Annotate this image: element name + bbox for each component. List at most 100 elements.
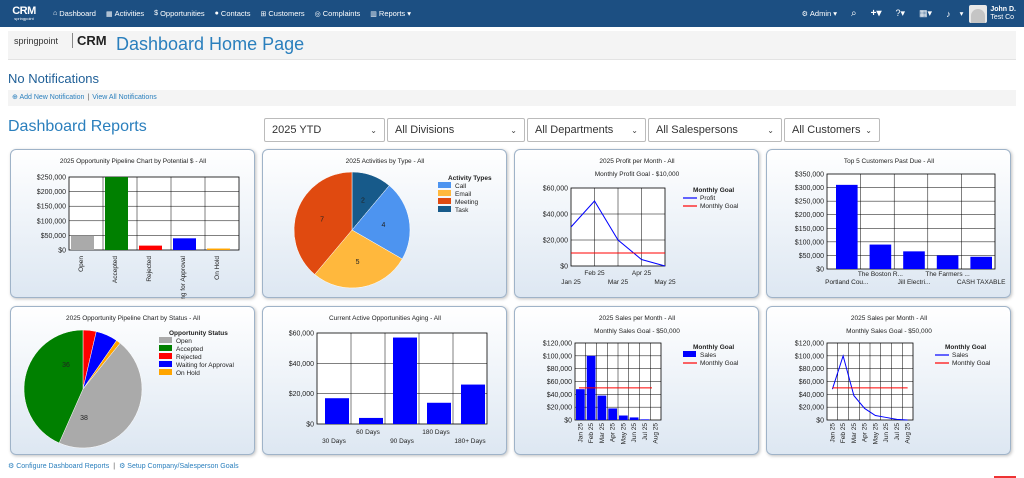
chart-card-pipeline-potential[interactable]: 2025 Opportunity Pipeline Chart by Poten… xyxy=(10,149,255,299)
nav-item-complaints[interactable]: ◎ Complaints xyxy=(310,0,366,27)
top-customers-y-tick: $100,000 xyxy=(795,239,824,246)
add-notification-label: Add New Notification xyxy=(19,94,85,101)
avatar[interactable] xyxy=(969,4,988,23)
notifications-bell[interactable]: ♪ xyxy=(939,0,958,27)
pipeline-potential-x-tick: Open xyxy=(78,256,85,272)
nav-item-dashboard[interactable]: ⌂ Dashboard xyxy=(48,0,101,27)
opportunities-aging-y-tick: $20,000 xyxy=(289,391,314,398)
pipeline-potential-x-tick: Waiting for Approval xyxy=(180,255,187,299)
sales-month-line-x-tick: Jun 25 xyxy=(883,423,890,443)
activities-type-slice-label: 7 xyxy=(320,217,324,224)
sales-month-line-y-tick: $60,000 xyxy=(799,379,824,386)
nav-item-label: Contacts xyxy=(220,9,251,18)
pipeline-status-legend-item: On Hold xyxy=(176,370,200,377)
sales-month-bar-legend-item: Sales xyxy=(700,352,717,359)
nav-item-reports[interactable]: ▥ Reports ▾ xyxy=(365,0,416,27)
chart-card-opportunities-aging[interactable]: Current Active Opportunities Aging - All… xyxy=(262,306,507,455)
top-customers-y-tick: $200,000 xyxy=(795,212,824,219)
nav-item-label: Activities xyxy=(114,9,145,18)
pipeline-status-legend-item: Rejected xyxy=(176,354,202,361)
top-customers-x-tick: The Boston R... xyxy=(858,271,903,278)
profit-month-x-tick: May 25 xyxy=(654,279,676,286)
sales-month-bar-y-tick: $100,000 xyxy=(543,353,572,360)
pipeline-potential-y-tick: $50,000 xyxy=(41,233,66,240)
sales-month-line-y-tick: $0 xyxy=(816,418,824,425)
nav-item-customers[interactable]: ⊞ Customers xyxy=(256,0,310,27)
opportunities-aging-x-tick: 30 Days xyxy=(322,438,347,445)
view-notifications-link[interactable]: View All Notifications xyxy=(92,94,157,101)
logo-subtext: springpoint xyxy=(14,16,34,21)
top-customers-bar xyxy=(903,251,925,269)
nav-item-activities[interactable]: ▦ Activities xyxy=(101,0,149,27)
period-select[interactable]: 2025 YTD ⌄ xyxy=(264,118,385,142)
calendar-menu[interactable]: ▦▾ xyxy=(912,0,939,27)
sales-month-line-x-tick: Jan 25 xyxy=(829,423,836,443)
sales-month-line-legend-item: Sales xyxy=(952,352,969,359)
pipeline-status-legend-item: Open xyxy=(176,338,192,345)
sales-month-bar-x-tick: Jan 25 xyxy=(577,423,584,443)
pipeline-potential-bar xyxy=(105,177,128,250)
add-menu[interactable]: +▾ xyxy=(864,0,889,27)
help-menu[interactable]: ?▾ xyxy=(889,0,913,27)
nav-item-opportunities[interactable]: $ Opportunities xyxy=(149,0,210,27)
pipeline-status-legend-swatch xyxy=(159,353,172,359)
chevron-down-icon: ⌄ xyxy=(510,125,517,135)
opportunities-aging-bar xyxy=(461,384,485,424)
activities-type-slice-call xyxy=(351,185,411,260)
pipeline-potential-plot-area xyxy=(68,176,240,251)
sales-month-line-x-tick: May 25 xyxy=(872,423,879,445)
chart-card-sales-month-bar[interactable]: 2025 Sales per Month - All Monthly Sales … xyxy=(514,306,759,455)
activities-type-legend-item: Task xyxy=(455,207,469,214)
nav-item-contacts[interactable]: ● Contacts xyxy=(210,0,256,27)
setup-goals-label: Setup Company/Salesperson Goals xyxy=(127,463,239,470)
chart-card-sales-month-line[interactable]: 2025 Sales per Month - All Monthly Sales … xyxy=(766,306,1011,455)
profit-month-legend-title: Monthly Goal xyxy=(693,187,734,194)
customer-select[interactable]: All Customers ⌄ xyxy=(784,118,880,142)
setup-goals-link[interactable]: ⚙ Setup Company/Salesperson Goals xyxy=(119,463,239,470)
pipeline-status-legend-title: Opportunity Status xyxy=(169,330,228,337)
crm-logo[interactable]: CRM springpoint xyxy=(0,0,48,27)
add-notification-link[interactable]: ⊕ Add New Notification xyxy=(12,94,84,101)
department-select[interactable]: All Departments ⌄ xyxy=(527,118,646,142)
activities-type-legend-swatch xyxy=(438,182,451,188)
salesperson-select[interactable]: All Salespersons ⌄ xyxy=(648,118,782,142)
opportunities-aging-bar xyxy=(427,402,451,424)
user-info[interactable]: John D. Test Co xyxy=(990,6,1024,22)
profit-month-x-tick: Apr 25 xyxy=(632,270,652,277)
period-select-value: 2025 YTD xyxy=(272,124,322,136)
configure-reports-link[interactable]: ⚙ Configure Dashboard Reports xyxy=(8,463,109,470)
search-button[interactable]: ⌕ xyxy=(844,0,864,27)
customer-select-value: All Customers xyxy=(792,124,861,136)
user-menu-caret[interactable]: ▾ xyxy=(958,0,966,27)
profit-month-y-tick: $60,000 xyxy=(543,186,568,193)
activities-type-legend-swatch xyxy=(438,206,451,212)
top-customers-y-tick: $0 xyxy=(816,267,824,274)
top-customers-bar xyxy=(936,255,959,269)
user-icon: ● xyxy=(214,10,219,17)
chart-card-pipeline-status[interactable]: 2025 Opportunity Pipeline Chart by Statu… xyxy=(10,306,255,455)
nav-item-label: Dashboard xyxy=(59,9,96,18)
pipeline-status-slice-open xyxy=(58,342,143,449)
division-select-value: All Divisions xyxy=(395,124,455,136)
top-customers-bar xyxy=(836,184,858,269)
admin-menu[interactable]: ⚙ Admin ▾ xyxy=(795,0,844,27)
sales-month-bar-bar xyxy=(629,417,639,420)
sales-month-bar-y-tick: $80,000 xyxy=(547,366,572,373)
chart-card-profit-month[interactable]: 2025 Profit per Month - All Monthly Profi… xyxy=(514,149,759,298)
opportunities-aging-x-tick: 180 Days xyxy=(422,429,450,436)
sales-month-bar-x-tick: Apr 25 xyxy=(610,423,617,443)
division-select[interactable]: All Divisions ⌄ xyxy=(387,118,525,142)
caret-down-icon: ▾ xyxy=(959,9,964,18)
pipeline-status-legend-item: Accepted xyxy=(176,346,203,353)
pipeline-status-title: 2025 Opportunity Pipeline Chart by Statu… xyxy=(66,315,201,322)
opportunities-aging-x-tick: 60 Days xyxy=(356,429,381,436)
profit-month-y-tick: $20,000 xyxy=(543,238,568,245)
profit-month-x-tick: Feb 25 xyxy=(584,270,605,277)
pipeline-potential-x-tick: On Hold xyxy=(214,256,221,280)
sales-month-line-series-sales xyxy=(831,354,908,421)
chart-card-top-customers-past-due[interactable]: Top 5 Customers Past Due - All $0 $50,000 $… xyxy=(766,149,1011,298)
home-icon: ⌂ xyxy=(53,10,58,17)
chart-card-activities-type[interactable]: 2025 Activities by Type - All 2 4 5 7 Activit… xyxy=(262,149,507,298)
profit-month-x-tick: Jan 25 xyxy=(561,279,581,286)
pipeline-potential-x-tick: Accepted xyxy=(112,256,119,283)
